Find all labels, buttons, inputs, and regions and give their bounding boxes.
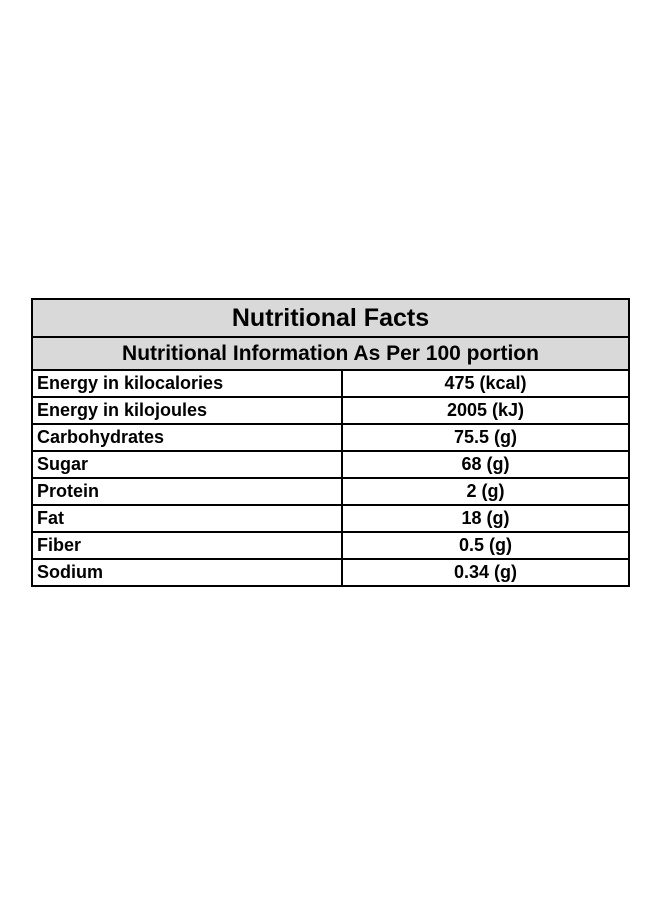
table-row: Energy in kilojoules 2005 (kJ) xyxy=(31,396,630,425)
nutrient-value: 2 (g) xyxy=(341,477,630,506)
nutrition-facts-table: Nutritional Facts Nutritional Informatio… xyxy=(31,298,630,587)
table-row: Fiber 0.5 (g) xyxy=(31,531,630,560)
nutrient-name: Sugar xyxy=(31,450,343,479)
table-row: Carbohydrates 75.5 (g) xyxy=(31,423,630,452)
nutrient-name: Sodium xyxy=(31,558,343,587)
subtitle-row: Nutritional Information As Per 100 porti… xyxy=(31,336,630,371)
nutrient-name: Fat xyxy=(31,504,343,533)
nutrient-value: 475 (kcal) xyxy=(341,369,630,398)
nutrient-value: 68 (g) xyxy=(341,450,630,479)
table-row: Sodium 0.34 (g) xyxy=(31,558,630,587)
nutrient-name: Protein xyxy=(31,477,343,506)
nutrient-value: 0.34 (g) xyxy=(341,558,630,587)
nutrient-name: Energy in kilojoules xyxy=(31,396,343,425)
table-row: Energy in kilocalories 475 (kcal) xyxy=(31,369,630,398)
nutrient-value: 2005 (kJ) xyxy=(341,396,630,425)
table-row: Protein 2 (g) xyxy=(31,477,630,506)
nutrient-value: 0.5 (g) xyxy=(341,531,630,560)
table-subtitle: Nutritional Information As Per 100 porti… xyxy=(31,336,630,371)
table-row: Fat 18 (g) xyxy=(31,504,630,533)
nutrient-value: 18 (g) xyxy=(341,504,630,533)
nutrient-value: 75.5 (g) xyxy=(341,423,630,452)
nutrient-name: Energy in kilocalories xyxy=(31,369,343,398)
table-title: Nutritional Facts xyxy=(31,298,630,338)
nutrient-name: Carbohydrates xyxy=(31,423,343,452)
nutrient-name: Fiber xyxy=(31,531,343,560)
title-row: Nutritional Facts xyxy=(31,298,630,338)
table-row: Sugar 68 (g) xyxy=(31,450,630,479)
